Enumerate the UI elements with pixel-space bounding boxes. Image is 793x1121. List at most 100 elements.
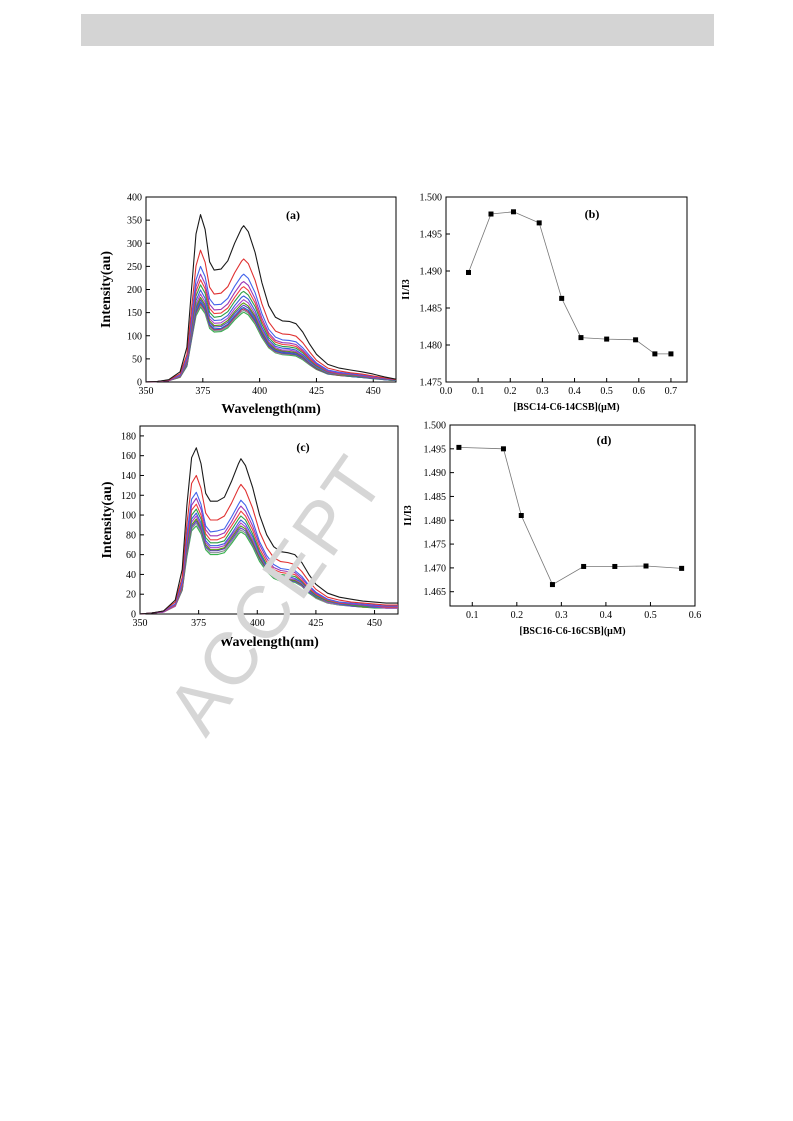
data-point — [581, 563, 587, 569]
x-tick-label: 0.4 — [568, 386, 581, 397]
x-tick-label: 0.7 — [665, 386, 678, 397]
y-tick-label: 1.495 — [424, 444, 447, 455]
x-axis-label: Wavelength(nm) — [219, 635, 319, 650]
y-tick-label: 100 — [121, 511, 136, 522]
y-axis-label: I1/I3 — [403, 505, 414, 526]
data-point — [465, 269, 471, 275]
spectrum-line — [139, 474, 398, 615]
x-tick-label: 0.3 — [555, 610, 568, 621]
y-axis-label: Intensity(au) — [99, 251, 114, 328]
y-tick-label: 160 — [121, 451, 136, 462]
y-tick-label: 20 — [126, 590, 136, 601]
data-point — [668, 351, 674, 357]
plot-frame — [145, 196, 397, 383]
data-point — [518, 513, 524, 518]
x-tick-label: 350 — [139, 386, 154, 397]
x-axis-label: [BSC14-C6-14CSB](μM) — [513, 402, 619, 413]
y-tick-label: 0 — [131, 610, 136, 621]
y-tick-label: 120 — [121, 491, 136, 502]
y-tick-label: 300 — [127, 239, 142, 250]
spectrum-line — [145, 249, 397, 383]
chart-d: 0.1 0.2 0.3 0.4 0.5 0.6 1.465 1.470 1.475 1.480 1.… — [403, 421, 701, 638]
x-tick-label: 0.1 — [472, 386, 485, 397]
y-tick-label: 50 — [132, 354, 142, 365]
x-tick-label: 0.6 — [633, 386, 646, 397]
y-tick-label: 250 — [127, 262, 142, 273]
chart-a: 350 375 400 425 450 0 50 100 150 200 250 300 350 400 W… — [99, 193, 397, 417]
y-tick-label: 1.475 — [424, 540, 447, 551]
x-tick-label: 375 — [195, 386, 210, 397]
data-point — [604, 336, 610, 342]
plot-frame — [449, 424, 696, 607]
y-tick-label: 1.485 — [424, 492, 447, 503]
x-tick-label: 0.4 — [600, 610, 613, 621]
y-axis-label: Intensity(au) — [100, 481, 115, 558]
spectrum-line — [145, 265, 397, 383]
data-point — [652, 351, 658, 357]
x-tick-label: 0.2 — [511, 610, 524, 621]
y-tick-label: 1.485 — [420, 304, 443, 315]
y-tick-label: 1.475 — [420, 378, 443, 389]
y-tick-label: 1.490 — [420, 267, 443, 278]
data-point — [643, 563, 649, 569]
x-tick-label: 0.0 — [440, 386, 453, 397]
page-header-bar — [81, 14, 714, 46]
chart-b: 0.0 0.1 0.2 0.3 0.4 0.5 0.6 0.7 1.475 1.480 1.485 1… — [401, 193, 688, 413]
data-point — [500, 446, 506, 452]
y-tick-label: 40 — [126, 570, 136, 581]
x-tick-label: 425 — [309, 386, 324, 397]
panel-label: (a) — [286, 208, 300, 222]
spectrum-line — [145, 214, 397, 383]
y-tick-label: 100 — [127, 331, 142, 342]
y-tick-label: 150 — [127, 308, 142, 319]
x-tick-label: 400 — [250, 618, 265, 629]
y-tick-label: 200 — [127, 285, 142, 296]
y-tick-label: 400 — [127, 193, 142, 204]
x-tick-label: 450 — [366, 386, 381, 397]
panel-label: (c) — [296, 440, 309, 454]
panel-label: (d) — [597, 433, 612, 447]
data-point — [559, 295, 565, 301]
x-tick-label: 400 — [252, 386, 267, 397]
data-point — [549, 582, 555, 588]
y-tick-label: 1.495 — [420, 230, 443, 241]
y-tick-label: 0 — [137, 378, 142, 389]
x-axis-label: Wavelength(nm) — [221, 402, 321, 417]
y-tick-label: 140 — [121, 471, 136, 482]
y-tick-label: 1.470 — [424, 563, 447, 574]
y-tick-label: 180 — [121, 431, 136, 442]
y-tick-label: 350 — [127, 216, 142, 227]
y-tick-label: 80 — [126, 530, 136, 541]
data-point — [510, 209, 516, 215]
x-tick-label: 450 — [367, 618, 382, 629]
ratio-line — [458, 447, 682, 586]
spectrum-line — [145, 273, 397, 383]
spectrum-line — [139, 503, 398, 615]
x-tick-label: 0.1 — [466, 610, 479, 621]
x-tick-label: 350 — [133, 618, 148, 629]
x-axis-label: [BSC16-C6-16CSB](μM) — [519, 626, 625, 637]
x-tick-label: 0.3 — [536, 386, 549, 397]
y-tick-label: 1.490 — [424, 468, 447, 479]
data-point — [456, 444, 462, 450]
y-axis-label: I1/I3 — [401, 279, 412, 300]
data-point — [633, 337, 639, 343]
spectrum-line — [139, 491, 398, 615]
data-point — [612, 563, 618, 569]
y-tick-label: 1.500 — [424, 421, 447, 432]
x-tick-label: 0.2 — [504, 386, 517, 397]
data-point — [578, 335, 584, 341]
y-tick-label: 1.480 — [420, 341, 443, 352]
x-tick-label: 0.5 — [644, 610, 657, 621]
x-tick-label: 375 — [191, 618, 206, 629]
x-tick-label: 425 — [308, 618, 323, 629]
plot-frame — [445, 196, 688, 383]
data-point — [536, 220, 542, 226]
panel-label: (b) — [585, 207, 600, 221]
plot-frame — [139, 425, 399, 615]
y-tick-label: 60 — [126, 550, 136, 561]
data-point — [679, 565, 685, 571]
x-tick-label: 0.6 — [689, 610, 702, 621]
spectrum-line — [139, 447, 398, 615]
